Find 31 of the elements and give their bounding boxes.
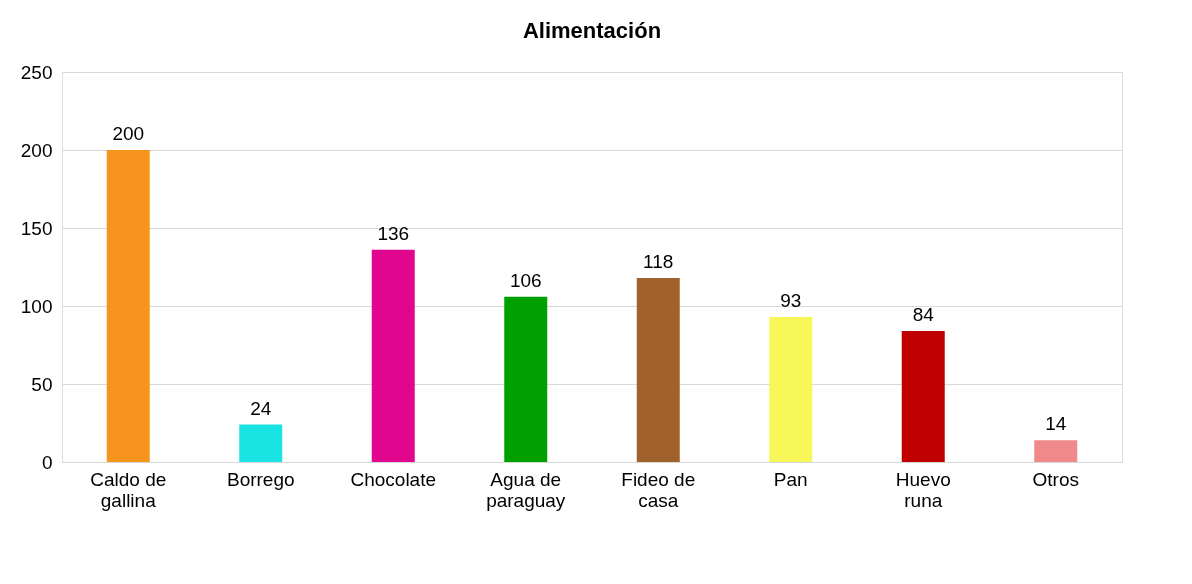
data-label: 200 — [112, 123, 145, 144]
bar — [636, 277, 680, 462]
x-tick-label: Huevo runa — [895, 468, 951, 511]
x-tick-label: Caldo de gallina — [90, 468, 167, 511]
y-tick-label: 150 — [20, 217, 53, 239]
chart-title: Alimentación — [522, 18, 662, 43]
y-tick-label: 200 — [20, 139, 53, 161]
y-tick-label: 0 — [41, 451, 53, 473]
y-tick-label: 250 — [20, 61, 53, 83]
bar — [106, 150, 150, 462]
bar — [901, 330, 945, 462]
bar — [1034, 440, 1078, 462]
y-tick-label: 100 — [20, 295, 53, 317]
y-tick-label: 50 — [31, 373, 53, 395]
bar — [769, 316, 813, 462]
data-label: 84 — [912, 303, 935, 325]
data-label: 136 — [377, 222, 410, 244]
x-tick-label: Agua de paraguay — [486, 468, 566, 511]
data-label: 24 — [250, 397, 272, 419]
x-tick-label: Pan — [773, 468, 808, 490]
data-label: 106 — [509, 269, 542, 291]
x-tick-label: Borrego — [226, 468, 295, 490]
bar — [504, 296, 548, 462]
data-label: 93 — [780, 289, 802, 311]
bar — [371, 249, 415, 462]
data-label: 14 — [1045, 413, 1067, 435]
bar — [239, 424, 283, 462]
data-label: 118 — [643, 250, 674, 272]
x-tick-label: Otros — [1032, 468, 1079, 490]
x-tick-label: Chocolate — [350, 468, 437, 490]
x-tick-label: Fideo de casa — [621, 468, 696, 511]
